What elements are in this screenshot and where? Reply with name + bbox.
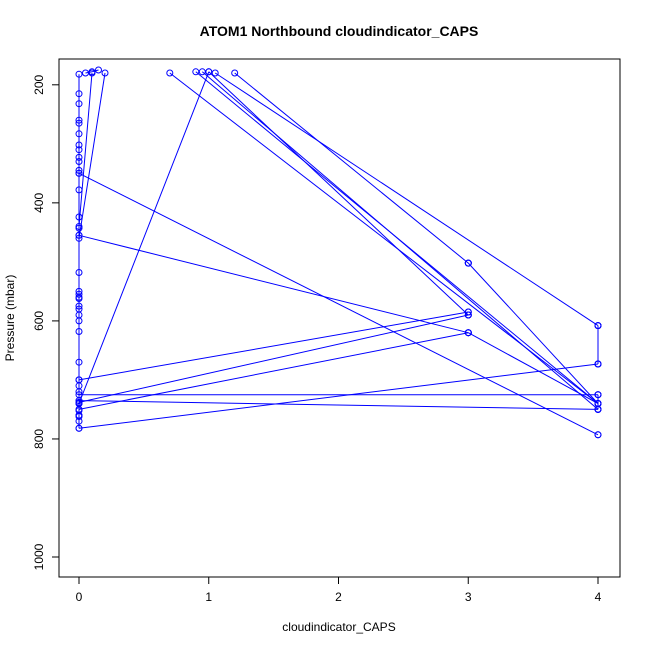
series-15-point-0 xyxy=(75,376,83,384)
x-tick-label-2: 2 xyxy=(335,590,342,604)
series-2-point-0 xyxy=(75,223,83,230)
series-line-9 xyxy=(214,72,599,327)
series-0-point-0 xyxy=(75,70,83,78)
series-0-point-7 xyxy=(75,146,83,154)
y-tick-label-2: 600 xyxy=(32,311,46,331)
series-0-point-2 xyxy=(75,100,83,108)
data-point-4 xyxy=(594,322,602,330)
series-0-point-8 xyxy=(75,153,83,161)
data-point-6 xyxy=(594,391,602,399)
series-0-point-3 xyxy=(75,116,83,124)
series-0-point-5 xyxy=(75,130,83,138)
data-point-2 xyxy=(464,311,472,319)
series-0-point-4 xyxy=(75,119,83,127)
series-2-point-1 xyxy=(88,69,96,77)
series-12-point-0 xyxy=(75,169,83,177)
series-line-3 xyxy=(78,72,106,239)
y-tick-label-0: 200 xyxy=(32,74,46,94)
series-line-7 xyxy=(201,71,599,410)
series-line-19 xyxy=(78,400,599,410)
y-tick-label-1: 400 xyxy=(32,193,46,213)
x-tick-label-1: 1 xyxy=(205,590,212,604)
series-layer xyxy=(75,66,602,439)
x-axis: 0 1 2 3 4 xyxy=(76,577,602,604)
data-point-1 xyxy=(464,308,472,316)
data-point-5 xyxy=(594,360,602,368)
y-axis: 200 400 600 800 1000 xyxy=(32,74,59,570)
y-axis-label: Pressure (mbar) xyxy=(3,275,17,362)
series-line-11 xyxy=(467,262,599,404)
data-point-0 xyxy=(464,259,472,267)
series-line-10 xyxy=(234,72,469,264)
series-0-point-16 xyxy=(75,269,83,276)
series-8-point-0 xyxy=(205,68,213,76)
series-line-4 xyxy=(78,71,210,404)
x-tick-label-4: 4 xyxy=(595,590,602,604)
series-line-15 xyxy=(78,311,469,381)
data-point-8 xyxy=(594,405,602,413)
points-layer xyxy=(464,259,602,439)
series-line-5 xyxy=(169,72,599,404)
series-line-16 xyxy=(78,314,469,403)
y-tick-label-4: 1000 xyxy=(32,543,46,570)
plot-frame xyxy=(58,58,621,578)
y-tick-label-3: 800 xyxy=(32,429,46,449)
series-5-point-0 xyxy=(166,69,174,77)
series-0-point-20 xyxy=(75,295,83,302)
series-line-17 xyxy=(78,332,469,410)
chart-title: ATOM1 Northbound cloudindicator_CAPS xyxy=(200,23,479,39)
series-20-point-0 xyxy=(75,391,83,399)
series-0-point-1 xyxy=(75,90,83,98)
series-10-point-0 xyxy=(231,69,239,77)
data-point-9 xyxy=(594,431,602,439)
series-0-point-25 xyxy=(75,328,83,335)
series-0-point-26 xyxy=(75,358,83,366)
series-0-point-6 xyxy=(75,141,83,149)
series-17-point-0 xyxy=(75,405,83,413)
series-line-13 xyxy=(78,234,469,334)
series-13-point-0 xyxy=(75,231,83,239)
series-1-point-2 xyxy=(95,66,102,74)
series-line-1 xyxy=(85,69,99,74)
x-tick-label-0: 0 xyxy=(76,590,83,604)
series-18-point-0 xyxy=(75,424,83,432)
x-tick-label-3: 3 xyxy=(465,590,472,604)
series-line-12 xyxy=(78,172,599,436)
series-line-18 xyxy=(78,363,599,429)
series-0-point-21 xyxy=(75,302,83,310)
x-axis-label: cloudindicator_CAPS xyxy=(282,620,395,634)
series-line-2 xyxy=(78,72,93,227)
series-0-point-24 xyxy=(75,317,83,325)
series-line-14 xyxy=(468,332,599,404)
series-line-8 xyxy=(208,71,469,316)
data-point-3 xyxy=(464,329,472,337)
series-9-point-0 xyxy=(211,69,219,77)
series-0-point-18 xyxy=(75,290,83,298)
series-0-point-9 xyxy=(75,158,83,165)
series-3-point-1 xyxy=(101,69,109,77)
